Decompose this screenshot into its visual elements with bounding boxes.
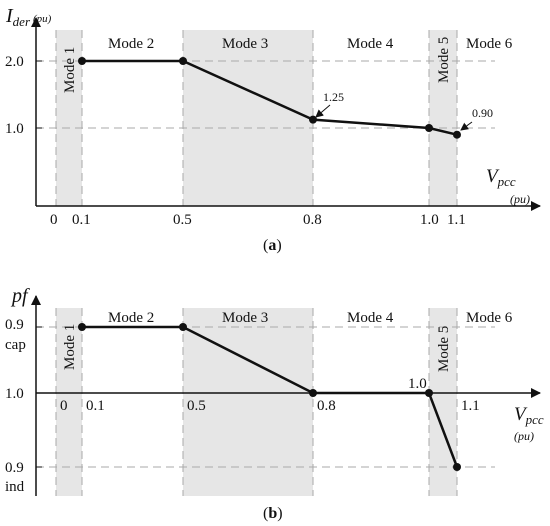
panel-a-series: [78, 57, 461, 139]
panel-b-y-tick-label: 1.0: [5, 386, 24, 402]
panel-a-x-axis-label: Vpcc: [486, 166, 516, 189]
panel-b-data-point: [425, 389, 433, 397]
panel-b-annotation-label: 1.0: [408, 376, 427, 392]
panel-b-shade-mode-1: [56, 308, 82, 496]
panel-b-x-axis-unit: (pu): [514, 429, 534, 443]
panel-a-data-point: [453, 130, 461, 139]
panel-a-x-tick-label: 0.1: [72, 212, 91, 228]
panel-a-shade-mode-5: [429, 30, 457, 206]
panel-a-mode-label: Mode 1: [62, 47, 78, 93]
panel-b-y-axis-label: pf: [10, 285, 30, 307]
panel-b: pf 0.9 cap 1.0 0.9 ind 0 0.1 0.5 0.8 1.1…: [5, 285, 544, 522]
panel-a-shade-mode-3: [183, 30, 313, 206]
panel-a: Ider (pu) 2.0 1.0 0 0.1 0.5 0.8 1.0 1.1 V…: [5, 5, 541, 254]
panel-b-series: [78, 323, 461, 471]
panel-b-mode-label: Mode 1: [62, 324, 78, 370]
panel-a-annotation-arrow: [460, 121, 473, 131]
panel-a-x-axis-unit: (pu): [510, 192, 530, 206]
panel-b-x-axis-label: Vpcc: [514, 404, 544, 427]
panel-a-mode-label: Mode 4: [347, 36, 394, 52]
panel-a-x-tick-label: 1.0: [420, 212, 439, 228]
panel-a-y-axis-label: Ider (pu): [5, 5, 52, 29]
panel-a-mode-label: Mode 2: [108, 36, 154, 52]
panel-b-x-tick-label: 0.8: [317, 398, 336, 414]
panel-a-data-point: [309, 115, 317, 124]
panel-b-y-tick-label: 0.9: [5, 317, 24, 333]
panel-a-caption: (a): [263, 237, 282, 254]
panel-a-y-tick-label: 2.0: [5, 54, 24, 70]
panel-b-x-tick-label: 1.1: [461, 398, 480, 414]
panel-b-x-tick-label: 0: [60, 398, 68, 414]
panel-a-data-point: [78, 57, 86, 65]
panel-a-x-tick-label: 0.5: [173, 212, 192, 228]
panel-b-horizontal-grid: [36, 326, 495, 468]
panel-a-shade-mode-1: [56, 30, 82, 206]
panel-b-mode-label: Mode 2: [108, 310, 154, 326]
panel-b-caption: (b): [263, 505, 283, 522]
panel-b-mode-label: Mode 6: [466, 310, 513, 326]
panel-a-annotation-label: 1.25: [323, 90, 344, 104]
panel-b-mode-label: Mode 5: [436, 326, 452, 372]
panel-b-x-tick-label: 0.1: [86, 398, 105, 414]
panel-b-mode-label: Mode 4: [347, 310, 394, 326]
panel-b-data-point: [179, 323, 187, 331]
panel-a-y-tick-label: 1.0: [5, 121, 24, 137]
panel-a-x-tick-label: 1.1: [447, 212, 466, 228]
panel-a-annotation-arrow: [315, 104, 331, 118]
panel-b-y-tick-label: cap: [5, 337, 26, 353]
panel-b-data-point: [453, 463, 461, 471]
panel-a-x-tick-label: 0.8: [303, 212, 322, 228]
panel-b-mode-label: Mode 3: [222, 310, 268, 326]
panel-a-data-point: [425, 124, 433, 132]
panel-a-mode-label: Mode 5: [436, 37, 452, 83]
panel-b-x-tick-label: 0.5: [187, 398, 206, 414]
panel-a-mode-label: Mode 3: [222, 36, 268, 52]
panel-b-y-tick-label: ind: [5, 479, 25, 495]
panel-a-data-point: [179, 57, 187, 65]
panel-a-mode-label: Mode 6: [466, 36, 513, 52]
panel-b-data-point: [309, 389, 317, 397]
panel-a-x-tick-label: 0: [50, 212, 58, 228]
panel-b-y-tick-label: 0.9: [5, 460, 24, 476]
panel-a-annotation-label: 0.90: [472, 106, 493, 120]
panel-b-data-point: [78, 323, 86, 331]
